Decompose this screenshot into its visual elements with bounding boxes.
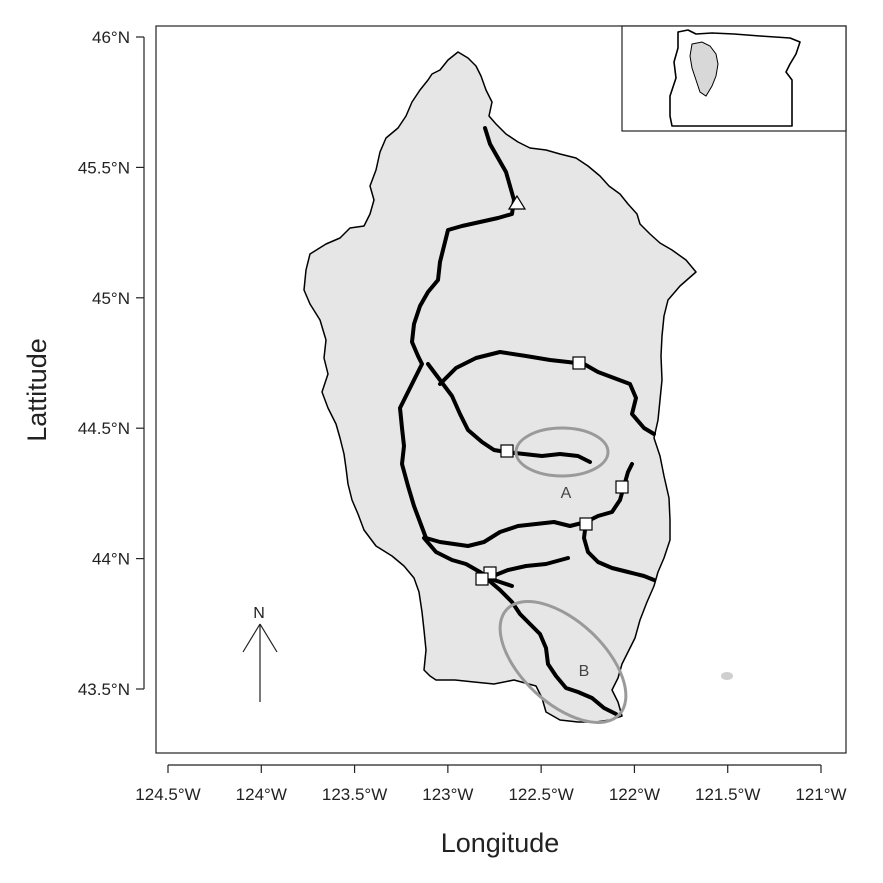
inset-basin	[689, 41, 719, 97]
north-arrow	[242, 623, 278, 702]
river-middle-fork	[424, 462, 634, 548]
x-tick-label: 123°W	[422, 785, 473, 804]
x-axis: 124.5°W 124°W 123.5°W 123°W 122.5°W 122°W 121.…	[135, 764, 847, 804]
y-axis-title: Lattitude	[22, 338, 52, 442]
outlet-triangle-marker	[507, 194, 527, 210]
x-tick-label: 123.5°W	[322, 785, 387, 804]
x-tick-label: 121.5°W	[695, 785, 760, 804]
x-tick-label: 122.5°W	[508, 785, 573, 804]
north-arrow-label: N	[253, 605, 265, 622]
y-tick-label: 44.5°N	[78, 419, 130, 438]
region-b-ellipse	[498, 600, 628, 724]
river-south-fork	[422, 536, 514, 588]
river-network	[398, 126, 656, 716]
site-marker	[615, 480, 629, 494]
site-marker	[579, 517, 593, 531]
x-tick-label: 124°W	[236, 785, 287, 804]
x-tick-label: 122°W	[609, 785, 660, 804]
y-tick-label: 46°N	[92, 28, 130, 47]
site-marker	[475, 572, 489, 586]
inset-frame	[621, 25, 847, 132]
river-mainstem	[398, 126, 516, 540]
region-b-label: B	[579, 663, 590, 680]
y-tick-label: 43.5°N	[78, 680, 130, 699]
x-axis-title: Longitude	[441, 828, 560, 858]
region-a-ellipse	[514, 426, 610, 478]
inset-map	[621, 25, 847, 132]
region-a-label: A	[561, 485, 572, 502]
y-tick-label: 45°N	[92, 289, 130, 308]
map-artifact	[721, 672, 733, 680]
river-south-tributary	[486, 556, 570, 580]
y-axis: 46°N 45.5°N 45°N 44.5°N 44°N 43.5°N	[78, 28, 145, 699]
site-marker	[500, 444, 514, 458]
y-tick-label: 44°N	[92, 550, 130, 569]
inset-state-outline	[669, 29, 801, 127]
river-tributary-a	[504, 450, 592, 464]
site-marker	[572, 356, 586, 370]
x-tick-label: 121°W	[795, 785, 846, 804]
x-tick-label: 124.5°W	[135, 785, 200, 804]
site-markers	[475, 356, 629, 586]
river-east-fork	[582, 520, 656, 582]
y-tick-label: 45.5°N	[78, 158, 130, 177]
